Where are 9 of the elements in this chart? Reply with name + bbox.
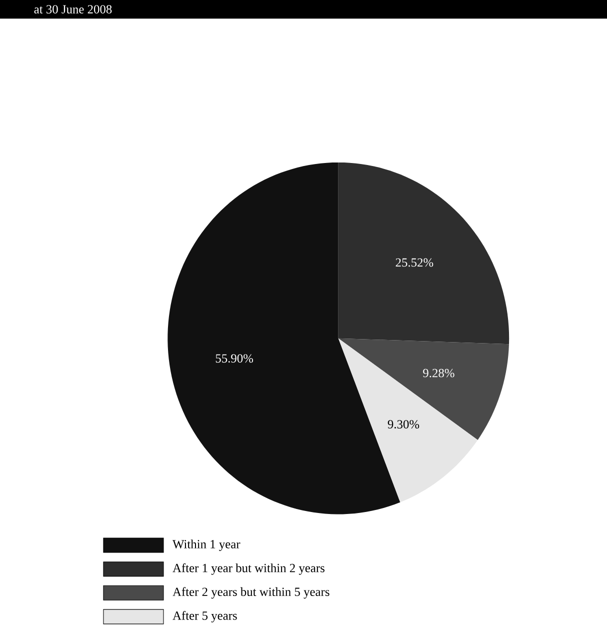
data-label: 55.90% (216, 354, 253, 363)
legend-label: Within 1 year (172, 540, 240, 551)
chart-title: at 30 June 2008 (34, 5, 112, 14)
data-label: 9.30% (388, 420, 419, 429)
legend-label: After 2 years but within 5 years (172, 587, 330, 599)
legend-label: After 1 year but within 2 years (172, 563, 324, 575)
data-label: 9.28% (422, 368, 454, 378)
legend-label: After 5 years (172, 610, 237, 622)
data-label: 25.52% (396, 258, 433, 267)
